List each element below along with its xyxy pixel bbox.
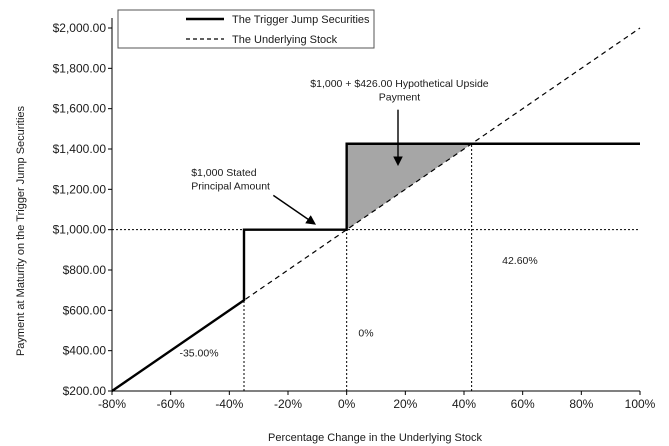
label-42-60: 42.60% bbox=[502, 255, 538, 267]
series-line-underlying-stock bbox=[111, 27, 641, 392]
y-axis-title: Payment at Maturity on the Trigger Jump … bbox=[15, 105, 27, 356]
x-tick-label: -60% bbox=[157, 397, 185, 411]
label-zero-pct: 0% bbox=[358, 328, 373, 340]
x-axis-title: Percentage Change in the Underlying Stoc… bbox=[268, 432, 483, 444]
principal-annotation-line1: $1,000 Stated bbox=[191, 167, 257, 179]
principal-annotation-line2: Principal Amount bbox=[191, 180, 270, 192]
x-tick-label: -40% bbox=[215, 397, 243, 411]
y-tick-label: $1,200.00 bbox=[53, 182, 107, 196]
legend: The Trigger Jump Securities The Underlyi… bbox=[117, 9, 375, 49]
label-minus-35: -35.00% bbox=[179, 348, 218, 360]
upside-annotation-line2: Payment bbox=[379, 92, 421, 104]
x-tick-label: 60% bbox=[511, 397, 535, 411]
legend-label-stock: The Underlying Stock bbox=[232, 34, 338, 46]
y-tick-label: $400.00 bbox=[63, 344, 107, 358]
y-tick-label: $1,800.00 bbox=[53, 61, 107, 75]
series-line-trigger-jump-securities bbox=[111, 142, 640, 392]
y-tick-label: $1,400.00 bbox=[53, 142, 107, 156]
y-tick-label: $600.00 bbox=[63, 303, 107, 317]
y-tick-label: $2,000.00 bbox=[53, 21, 107, 35]
x-tick-label: 80% bbox=[569, 397, 593, 411]
legend-label-securities: The Trigger Jump Securities bbox=[232, 14, 370, 26]
x-tick-label: 100% bbox=[625, 397, 656, 411]
x-tick-label: 20% bbox=[393, 397, 417, 411]
legend-box bbox=[117, 9, 375, 49]
x-tick-label: -20% bbox=[274, 397, 302, 411]
x-tick-label: 40% bbox=[452, 397, 476, 411]
y-tick-label: $1,000.00 bbox=[53, 223, 107, 237]
y-tick-label: $800.00 bbox=[63, 263, 107, 277]
x-tick-label: -80% bbox=[98, 397, 126, 411]
x-tick-label: 0% bbox=[338, 397, 356, 411]
upside-annotation-line1: $1,000 + $426.00 Hypothetical Upside bbox=[310, 78, 488, 90]
annotation-arrow-1 bbox=[272, 194, 317, 225]
y-tick-label: $1,600.00 bbox=[53, 102, 107, 116]
y-tick-label: $200.00 bbox=[63, 384, 107, 398]
